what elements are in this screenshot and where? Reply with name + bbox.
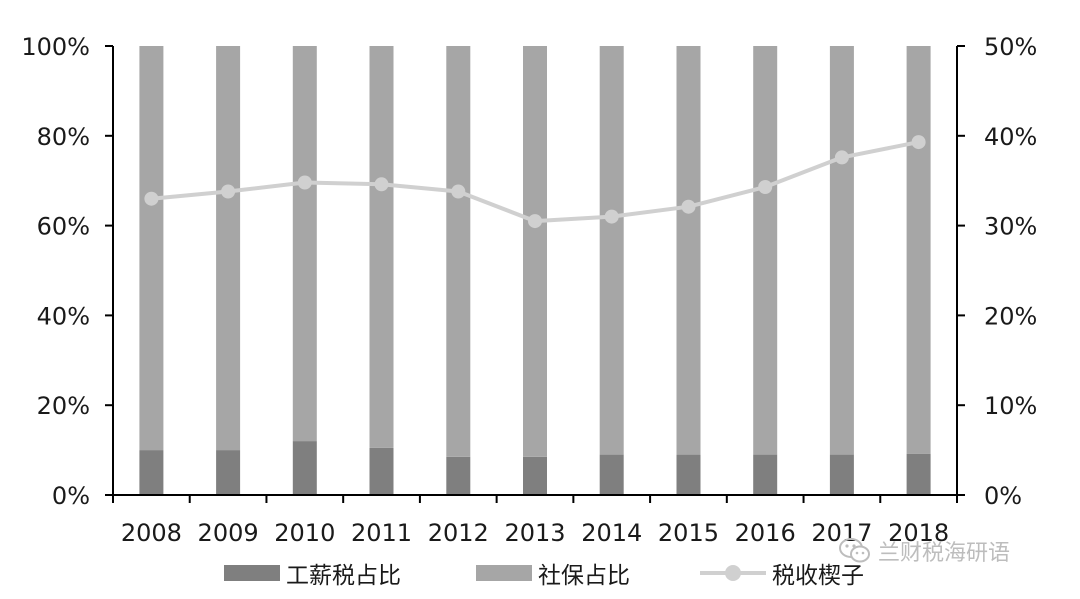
bar-social-security-2008 (139, 46, 164, 451)
point-tax-wedge-2008 (144, 191, 159, 206)
y-left-tick-label: 100% (21, 33, 90, 61)
point-tax-wedge-2011 (374, 177, 389, 192)
x-tick-label-2018: 2018 (888, 519, 949, 547)
x-tick-label-2013: 2013 (504, 519, 565, 547)
x-tick-label-2008: 2008 (121, 519, 182, 547)
point-tax-wedge-2017 (834, 150, 849, 165)
x-tick-label-2016: 2016 (735, 519, 796, 547)
y-right-tick-label: 50% (984, 33, 1037, 61)
bar-social-security-2015 (676, 46, 701, 455)
bar-social-security-2011 (369, 46, 394, 448)
bar-social-security-2017 (829, 46, 854, 455)
x-tick-label-2014: 2014 (581, 519, 642, 547)
point-tax-wedge-2016 (758, 180, 773, 194)
y-left-tick-label: 80% (37, 123, 90, 151)
legend-swatch-tax-wedge (700, 563, 766, 583)
y-left-tick-label: 0% (52, 482, 90, 510)
bar-social-security-2018 (906, 46, 931, 454)
legend-item-social-security: 社保占比 (476, 553, 630, 593)
x-tick-label-2011: 2011 (351, 519, 412, 547)
bar-payroll-tax-2010 (292, 441, 317, 495)
y-right-tick-label: 10% (984, 392, 1037, 420)
y-left-tick-label: 60% (37, 213, 90, 241)
legend-item-payroll-tax: 工薪税占比 (224, 553, 401, 593)
bar-social-security-2010 (292, 46, 317, 442)
point-tax-wedge-2009 (221, 184, 236, 199)
wechat-icon (839, 538, 870, 563)
bar-payroll-tax-2008 (139, 450, 164, 495)
bar-payroll-tax-2014 (599, 454, 624, 495)
bar-payroll-tax-2011 (369, 447, 394, 495)
bar-social-security-2013 (523, 46, 547, 457)
y-right-tick-label: 20% (984, 302, 1037, 330)
legend-label-payroll-tax: 工薪税占比 (286, 563, 401, 589)
bar-payroll-tax-2009 (216, 450, 241, 495)
point-tax-wedge-2015 (681, 199, 696, 214)
legend-swatch-payroll-tax (224, 565, 280, 581)
x-tick-label-2015: 2015 (658, 519, 719, 547)
x-tick-label-2012: 2012 (428, 519, 489, 547)
bar-payroll-tax-2012 (446, 456, 471, 495)
legend-label-social-security: 社保占比 (538, 563, 630, 589)
y-right-tick-label: 30% (984, 213, 1037, 241)
bar-payroll-tax-2018 (906, 453, 931, 495)
watermark-text: 兰财税海研语 (878, 541, 1011, 566)
point-tax-wedge-2018 (911, 135, 926, 150)
point-tax-wedge-2014 (604, 209, 619, 224)
watermark: 兰财税海研语 (838, 530, 1010, 572)
legend: 工薪税占比 社保占比 税收楔子 (0, 553, 1080, 593)
bar-payroll-tax-2013 (523, 456, 547, 495)
point-tax-wedge-2013 (528, 214, 542, 229)
y-right-tick-label: 40% (984, 123, 1037, 151)
bar-social-security-2014 (599, 46, 624, 455)
x-tick-label-2010: 2010 (274, 519, 335, 547)
bar-social-security-2009 (216, 46, 241, 451)
y-right-tick-label: 0% (984, 482, 1022, 510)
x-tick-label-2009: 2009 (198, 519, 259, 547)
bar-payroll-tax-2015 (676, 454, 701, 495)
bar-payroll-tax-2016 (753, 454, 778, 495)
legend-label-tax-wedge: 税收楔子 (772, 563, 864, 589)
bar-social-security-2016 (753, 46, 778, 455)
bar-social-security-2012 (446, 46, 471, 457)
y-left-tick-label: 20% (37, 392, 90, 420)
point-tax-wedge-2012 (451, 184, 466, 199)
y-left-tick-label: 40% (37, 302, 90, 330)
point-tax-wedge-2010 (297, 175, 312, 190)
legend-swatch-social-security (476, 565, 532, 581)
bar-payroll-tax-2017 (829, 454, 854, 495)
legend-item-tax-wedge: 税收楔子 (700, 553, 864, 593)
